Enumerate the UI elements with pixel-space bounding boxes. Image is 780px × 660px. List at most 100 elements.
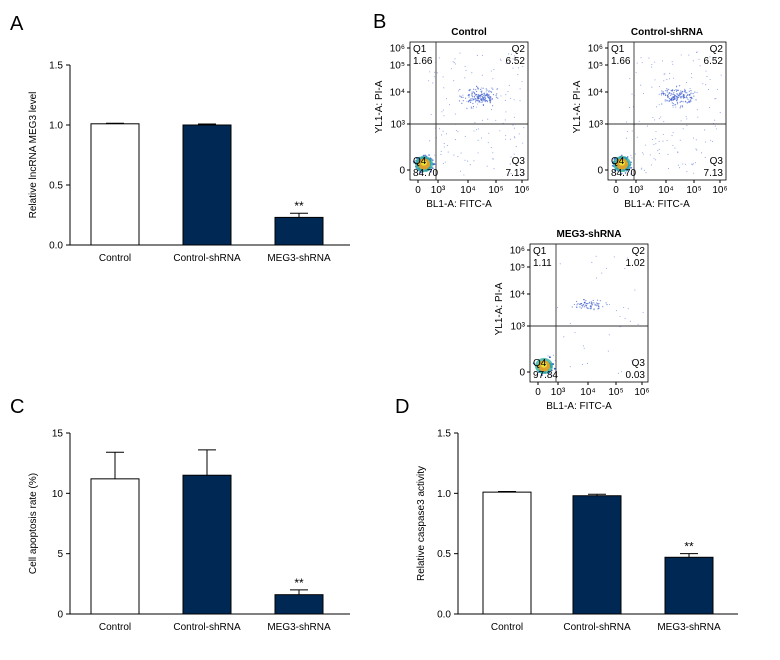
event-dot: [678, 94, 680, 96]
event-dot: [637, 323, 639, 325]
event-dot: [605, 267, 607, 269]
event-dot: [671, 98, 673, 100]
event-dot: [649, 154, 651, 156]
event-dot: [458, 100, 461, 102]
event-dot: [477, 88, 479, 90]
quadrant-label-q3: Q3: [512, 156, 526, 167]
event-dot: [693, 95, 695, 97]
event-dot: [644, 144, 646, 146]
event-dot: [441, 111, 443, 113]
event-dot: [512, 58, 514, 60]
event-dot: [641, 62, 643, 64]
event-dot: [509, 163, 511, 165]
event-dot: [677, 164, 679, 166]
event-dot: [664, 93, 666, 95]
event-dot: [634, 289, 636, 291]
event-dot: [495, 96, 498, 98]
event-dot: [471, 99, 473, 101]
event-dot: [495, 94, 497, 96]
event-dot: [654, 79, 656, 81]
event-dot: [669, 72, 671, 74]
event-dot: [549, 356, 551, 359]
x-axis-label: BL1-A: FITC-A: [624, 199, 690, 210]
event-dot: [493, 69, 495, 71]
event-dot: [457, 90, 460, 92]
event-dot: [665, 94, 667, 96]
event-dot: [481, 74, 483, 76]
quadrant-label-q1: Q1: [413, 44, 427, 55]
quadrant-value-q3: 7.13: [704, 168, 724, 179]
event-dot: [475, 89, 477, 91]
event-dot: [488, 132, 490, 134]
event-dot: [687, 101, 689, 104]
event-dot: [668, 92, 671, 94]
event-dot: [478, 95, 480, 97]
plot-title: Control: [451, 27, 487, 38]
event-dot: [594, 303, 596, 305]
event-dot: [467, 94, 469, 97]
event-dot: [429, 71, 431, 73]
event-dot: [476, 87, 479, 89]
bar: [482, 491, 532, 615]
event-dot: [470, 106, 472, 108]
event-dot: [483, 96, 485, 99]
event-dot: [666, 95, 669, 97]
x-tick-label: 10⁶: [514, 185, 529, 196]
event-dot: [466, 100, 468, 102]
event-dot: [440, 150, 442, 152]
event-dot: [630, 173, 632, 175]
bar-chart-apoptosis-rate: 0 5 10 15 Cell apoptosis rate (%) Control Cont…: [28, 429, 350, 633]
event-dot: [586, 362, 589, 364]
event-dot: [584, 302, 586, 304]
event-dot: [460, 95, 462, 97]
event-dot: [443, 143, 445, 145]
event-dot: [438, 128, 441, 130]
event-dot: [454, 58, 456, 60]
event-dot: [676, 95, 678, 98]
event-dot: [471, 95, 473, 98]
event-dot: [680, 90, 682, 92]
event-dot: [464, 135, 466, 138]
event-dot: [454, 63, 456, 65]
event-dot: [696, 92, 698, 94]
event-dot: [441, 134, 443, 136]
bar: [182, 124, 232, 246]
event-dot: [517, 73, 519, 76]
event-dot: [680, 105, 682, 107]
event-dot: [477, 94, 480, 96]
y-axis-label: YL1-A: PI-A: [572, 80, 583, 133]
event-dot: [476, 99, 478, 101]
event-dot: [487, 142, 489, 144]
event-dot: [474, 94, 477, 96]
event-dot: [453, 154, 455, 156]
quadrant-label-q1: Q1: [533, 246, 547, 257]
event-dot: [676, 103, 679, 105]
event-dot: [685, 95, 688, 97]
event-dot: [683, 97, 685, 99]
event-dot: [513, 99, 515, 101]
y-tick-label: 10⁵: [390, 61, 405, 72]
event-dot: [640, 84, 642, 86]
y-tick-label: 10⁴: [588, 88, 603, 99]
event-dot: [489, 102, 491, 104]
event-dot: [475, 90, 478, 93]
event-dot: [471, 91, 473, 93]
event-dot: [472, 102, 474, 105]
event-dot: [445, 133, 448, 135]
event-dot: [582, 303, 585, 306]
event-dot: [485, 91, 487, 93]
event-dot: [666, 79, 668, 81]
event-dot: [626, 257, 628, 259]
x-tick-label: 0: [613, 185, 619, 196]
event-dot: [630, 155, 632, 157]
event-dot: [674, 97, 676, 99]
event-dot: [468, 89, 470, 91]
event-dot: [428, 154, 430, 156]
event-dot: [668, 99, 670, 102]
event-dot: [689, 96, 691, 98]
event-dot: [481, 54, 484, 56]
event-dot: [690, 163, 693, 165]
event-dot: [512, 67, 514, 69]
event-dot: [475, 129, 478, 131]
